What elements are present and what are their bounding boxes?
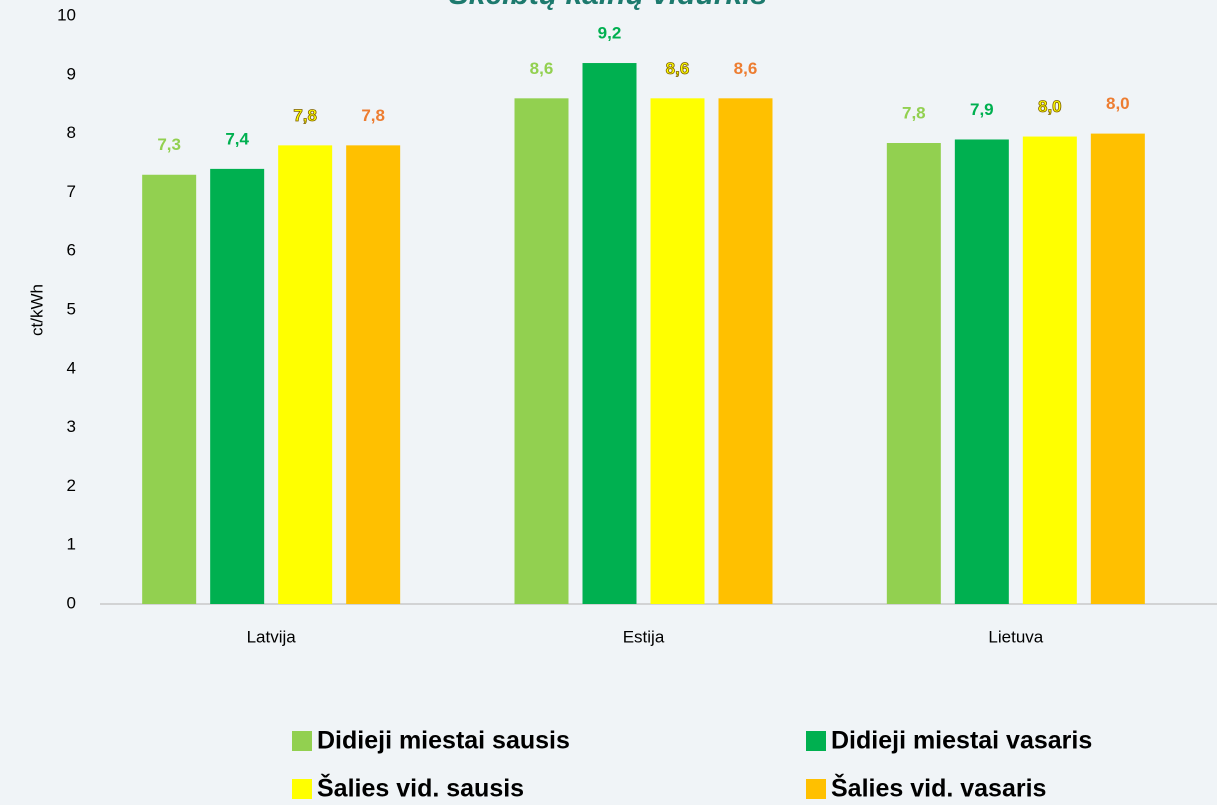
data-label: 7,8 xyxy=(361,106,385,125)
bar xyxy=(718,98,773,604)
bar xyxy=(886,143,941,604)
y-tick-label: 9 xyxy=(67,64,76,83)
legend-label: Didieji miestai sausis xyxy=(317,727,570,755)
x-tick-label: Latvija xyxy=(247,627,297,646)
bar xyxy=(278,145,333,605)
chart-title: Skelbtų kainų vidurkis xyxy=(449,0,767,11)
legend-label: Didieji miestai vasaris xyxy=(831,727,1092,755)
y-tick-label: 1 xyxy=(67,535,76,554)
data-label: 8,6 xyxy=(666,59,690,78)
bar xyxy=(954,139,1009,605)
y-tick-label: 7 xyxy=(67,182,76,201)
data-label: 7,4 xyxy=(225,129,249,148)
data-label: 7,3 xyxy=(157,135,181,154)
y-tick-label: 6 xyxy=(67,241,76,260)
bar xyxy=(650,98,705,604)
y-tick-label: 2 xyxy=(67,476,76,495)
x-tick-label: Lietuva xyxy=(988,627,1043,646)
y-tick-label: 3 xyxy=(67,417,76,436)
legend-swatch xyxy=(292,779,312,799)
bar xyxy=(514,98,569,604)
data-label: 8,6 xyxy=(734,59,758,78)
data-label: 8,0 xyxy=(1106,94,1130,113)
data-label: 7,9 xyxy=(970,100,994,119)
legend-swatch xyxy=(806,731,826,751)
legend-label: Šalies vid. sausis xyxy=(317,773,524,803)
data-label: 7,8 xyxy=(902,103,926,122)
bar xyxy=(582,63,637,605)
y-tick-label: 10 xyxy=(57,5,76,24)
y-tick-label: 8 xyxy=(67,123,76,142)
legend-swatch xyxy=(292,731,312,751)
bar xyxy=(1022,136,1077,605)
data-label: 8,0 xyxy=(1038,97,1062,116)
x-tick-label: Estija xyxy=(623,627,665,646)
data-label: 9,2 xyxy=(598,24,622,43)
data-label: 7,8 xyxy=(293,106,317,125)
bar xyxy=(1090,133,1145,604)
data-label: 8,6 xyxy=(530,59,554,78)
y-tick-label: 0 xyxy=(67,593,76,612)
legend-swatch xyxy=(806,779,826,799)
bar xyxy=(142,174,197,604)
bar xyxy=(210,168,265,604)
y-tick-label: 5 xyxy=(67,299,76,318)
legend-label: Šalies vid. vasaris xyxy=(831,773,1046,803)
bar xyxy=(346,145,401,605)
y-axis-label: ct/kWh xyxy=(27,284,46,336)
y-tick-label: 4 xyxy=(67,358,76,377)
